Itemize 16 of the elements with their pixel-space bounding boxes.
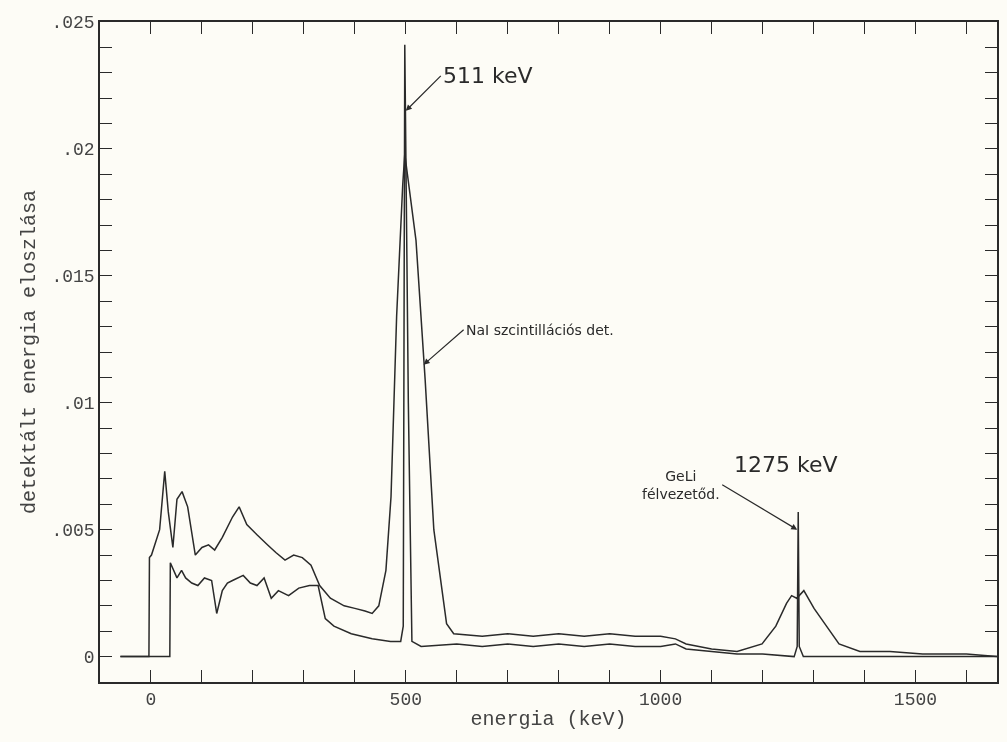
y-tick-label: 0 bbox=[83, 647, 95, 668]
y-tick-label: .025 bbox=[51, 13, 95, 34]
x-tick-label: 0 bbox=[145, 690, 157, 711]
y-tick-label: .005 bbox=[51, 520, 95, 541]
y-tick-label: .01 bbox=[62, 394, 95, 415]
x-tick-label: 500 bbox=[389, 690, 422, 711]
annotation: 511 keV bbox=[443, 63, 533, 88]
x-tick-label: 1000 bbox=[639, 690, 683, 711]
y-tick-label: .02 bbox=[62, 140, 95, 161]
x-axis-title: energia (keV) bbox=[470, 708, 627, 732]
annotation: NaI szcintillációs det. bbox=[466, 322, 614, 338]
x-tick-label: 1500 bbox=[893, 690, 938, 711]
annotation: 1275 keV bbox=[734, 452, 838, 477]
y-tick-label: .015 bbox=[51, 267, 95, 288]
annotation: GeLi félvezetőd. bbox=[642, 468, 720, 503]
y-axis-title: detektált energia eloszlása bbox=[18, 189, 42, 515]
